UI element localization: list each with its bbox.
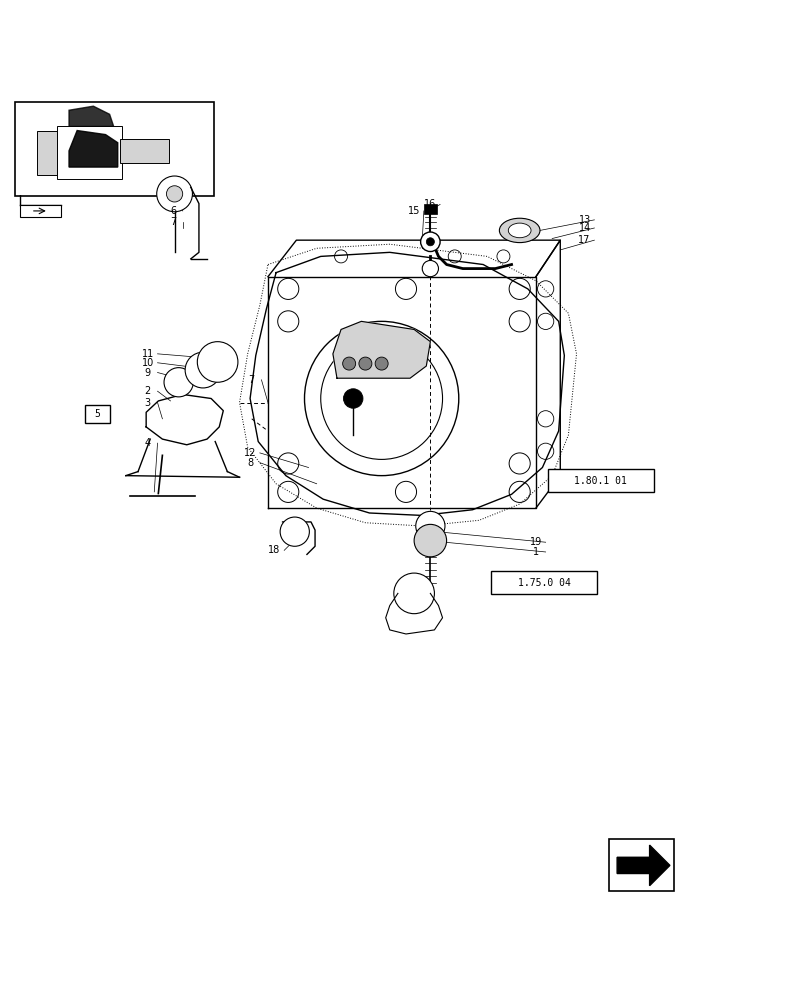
Circle shape [358,357,371,370]
Text: 1: 1 [532,547,539,557]
Polygon shape [69,131,118,167]
Text: 13: 13 [577,215,590,225]
Bar [85,405,109,423]
Bar [16,103,212,195]
Text: 15: 15 [407,206,420,216]
Polygon shape [616,845,669,886]
Circle shape [342,357,355,370]
Text: 16: 16 [423,199,436,209]
Text: 5: 5 [94,409,101,419]
Text: 8: 8 [247,458,253,468]
Ellipse shape [499,218,539,243]
Text: 2: 2 [144,386,151,396]
Text: 1.75.0 04: 1.75.0 04 [517,578,570,588]
Text: 18: 18 [268,545,281,555]
Circle shape [415,511,444,541]
Circle shape [197,342,238,382]
Circle shape [414,524,446,557]
Bar [608,839,673,891]
Circle shape [422,260,438,277]
Circle shape [280,517,309,546]
Text: 1.80.1 01: 1.80.1 01 [573,476,627,486]
Text: 17: 17 [577,235,590,245]
Text: 4: 4 [144,438,151,448]
Polygon shape [333,321,430,378]
Circle shape [343,389,363,408]
Text: 3: 3 [144,398,151,408]
Text: 6: 6 [169,206,176,216]
Circle shape [420,232,440,252]
Circle shape [164,368,193,397]
Circle shape [393,573,434,614]
Text: 10: 10 [141,358,154,368]
Circle shape [375,357,388,370]
Bar [120,139,169,163]
Text: 11: 11 [141,349,154,359]
Bar [15,102,213,196]
Bar [36,131,57,175]
Circle shape [185,352,221,388]
Text: 7: 7 [248,375,255,385]
Polygon shape [69,106,114,126]
Bar [20,205,61,217]
Text: 7: 7 [169,217,176,227]
Text: 9: 9 [144,368,151,378]
Text: 12: 12 [243,448,256,458]
Circle shape [166,186,182,202]
Text: 14: 14 [577,223,590,233]
Bar [57,126,122,179]
Bar [491,571,596,594]
Circle shape [426,238,434,246]
Text: 19: 19 [529,537,542,547]
Ellipse shape [508,223,530,238]
Bar [423,204,436,214]
Bar [547,469,653,492]
Circle shape [157,176,192,212]
